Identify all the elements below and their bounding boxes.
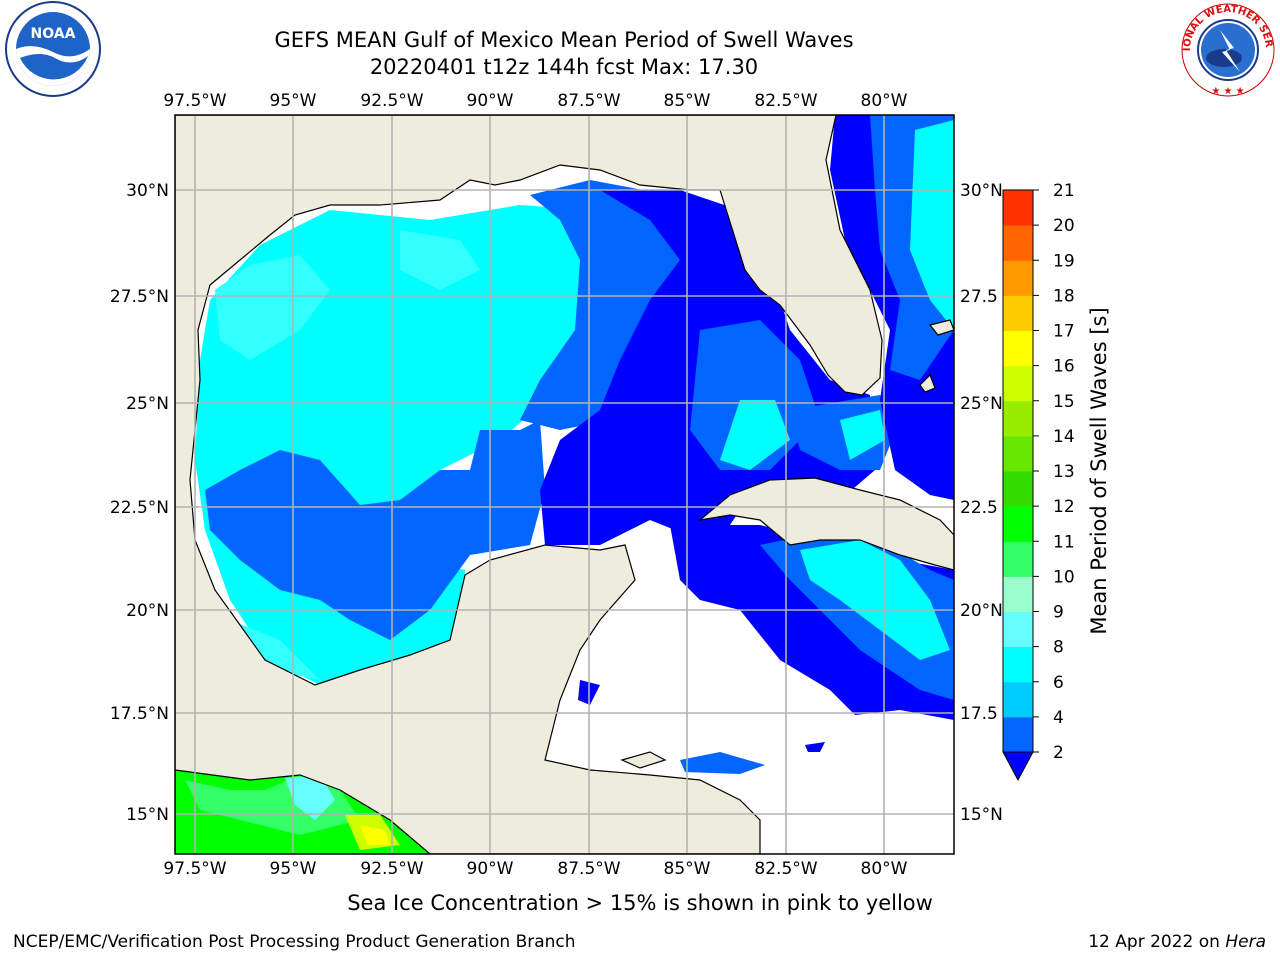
colorbar-swatch	[1003, 365, 1033, 402]
chart-title: GEFS MEAN Gulf of Mexico Mean Period of …	[274, 28, 854, 52]
map-frame	[174, 114, 955, 855]
colorbar-tick-label: 12	[1053, 497, 1075, 517]
lat-tick-right: 25°N	[960, 394, 1003, 414]
colorbar-swatch	[1003, 506, 1033, 542]
date-text: 12 Apr 2022 on	[1088, 932, 1226, 952]
date-stamp: 12 Apr 2022 on Hera	[1088, 932, 1266, 952]
svg-text:NOAA: NOAA	[31, 26, 76, 42]
lat-tick-right: 22.5	[960, 498, 998, 518]
colorbar-swatch	[1003, 225, 1033, 261]
credit-text: NCEP/EMC/Verification Post Processing Pr…	[13, 932, 576, 952]
colorbar-swatch	[1003, 716, 1033, 753]
lon-tick-bottom: 87.5°W	[557, 859, 620, 879]
land	[175, 115, 954, 854]
lon-tick-top: 92.5°W	[360, 91, 423, 111]
chart-subtitle: 20220401 t12z 144h fcst Max: 17.30	[369, 55, 759, 79]
colorbar-swatch	[1003, 190, 1033, 226]
lat-tick-right: 17.5	[960, 704, 998, 724]
lat-tick-left: 27.5°N	[110, 287, 169, 307]
colorbar-swatch	[1003, 295, 1033, 331]
colorbar-tick-label: 16	[1053, 357, 1075, 377]
colorbar-swatch	[1003, 541, 1033, 577]
colorbar-tick-label: 2	[1053, 743, 1064, 763]
lat-tick-left: 15°N	[126, 805, 169, 825]
colorbar-tick-label: 8	[1053, 638, 1064, 658]
lon-tick-bottom: 95°W	[270, 859, 317, 879]
graticule	[175, 115, 954, 854]
lat-tick-left: 17.5°N	[110, 704, 169, 724]
colorbar-swatch	[1003, 681, 1033, 718]
colorbar-swatch	[1003, 330, 1033, 367]
colorbar-swatch	[1003, 471, 1033, 507]
lat-tick-right: 15°N	[960, 805, 1003, 825]
colorbar-under-arrow	[1002, 751, 1034, 782]
colorbar-tick-label: 17	[1053, 322, 1075, 342]
colorbar-tick-label: 6	[1053, 673, 1064, 693]
lat-tick-left: 22.5°N	[110, 498, 169, 518]
lat-tick-right: 30°N	[960, 181, 1003, 201]
host-name: Hera	[1225, 932, 1266, 952]
colorbar-tick-label: 18	[1053, 286, 1075, 306]
noaa-logo: NOAA	[5, 1, 101, 97]
colorbar-tick-label: 10	[1053, 567, 1075, 587]
colorbar-swatch	[1003, 260, 1033, 296]
colorbar-tick-label: 13	[1053, 462, 1075, 482]
lon-tick-top: 95°W	[270, 91, 317, 111]
lon-tick-top: 87.5°W	[557, 91, 620, 111]
colorbar-tick-label: 4	[1053, 708, 1064, 728]
colorbar-tick-label: 19	[1053, 251, 1075, 271]
lon-tick-top: 97.5°W	[163, 91, 226, 111]
lon-tick-bottom: 92.5°W	[360, 859, 423, 879]
lat-tick-left: 20°N	[126, 601, 169, 621]
lon-tick-bottom: 85°W	[664, 859, 711, 879]
ice-caption: Sea Ice Concentration > 15% is shown in …	[347, 891, 933, 915]
colorbar-tick-label: 9	[1053, 603, 1064, 623]
lon-tick-bottom: 80°W	[861, 859, 908, 879]
colorbar-tick-label: 11	[1053, 532, 1075, 552]
colorbar-swatch	[1003, 646, 1033, 683]
lon-tick-top: 82.5°W	[754, 91, 817, 111]
colorbar-tick-label: 15	[1053, 392, 1075, 412]
colorbar-swatch	[1003, 576, 1033, 612]
lon-tick-bottom: 97.5°W	[163, 859, 226, 879]
lat-tick-left: 30°N	[126, 181, 169, 201]
lat-tick-right: 20°N	[960, 601, 1003, 621]
lon-tick-top: 85°W	[664, 91, 711, 111]
lon-tick-top: 90°W	[467, 91, 514, 111]
lat-tick-right: 27.5	[960, 287, 998, 307]
colorbar: 2 4 6 8 9 10 11 12 13 14 15 16 17 18 19 20 21 Mean Perio…	[1002, 181, 1111, 782]
colorbar-swatch	[1003, 400, 1033, 437]
colorbar-tick-label: 20	[1053, 216, 1075, 236]
lon-tick-bottom: 82.5°W	[754, 859, 817, 879]
colorbar-swatch	[1003, 611, 1033, 648]
colorbar-swatch	[1003, 435, 1033, 472]
colorbar-label: Mean Period of Swell Waves [s]	[1087, 307, 1111, 634]
lat-tick-left: 25°N	[126, 394, 169, 414]
colorbar-tick-label: 21	[1053, 181, 1075, 201]
nws-logo: NATIONAL WEATHER SERVICE ★ ★ ★	[1176, 0, 1275, 97]
lon-tick-bottom: 90°W	[467, 859, 514, 879]
lon-tick-top: 80°W	[861, 91, 908, 111]
svg-text:★ ★ ★: ★ ★ ★	[1211, 86, 1244, 97]
colorbar-tick-label: 14	[1053, 427, 1075, 447]
